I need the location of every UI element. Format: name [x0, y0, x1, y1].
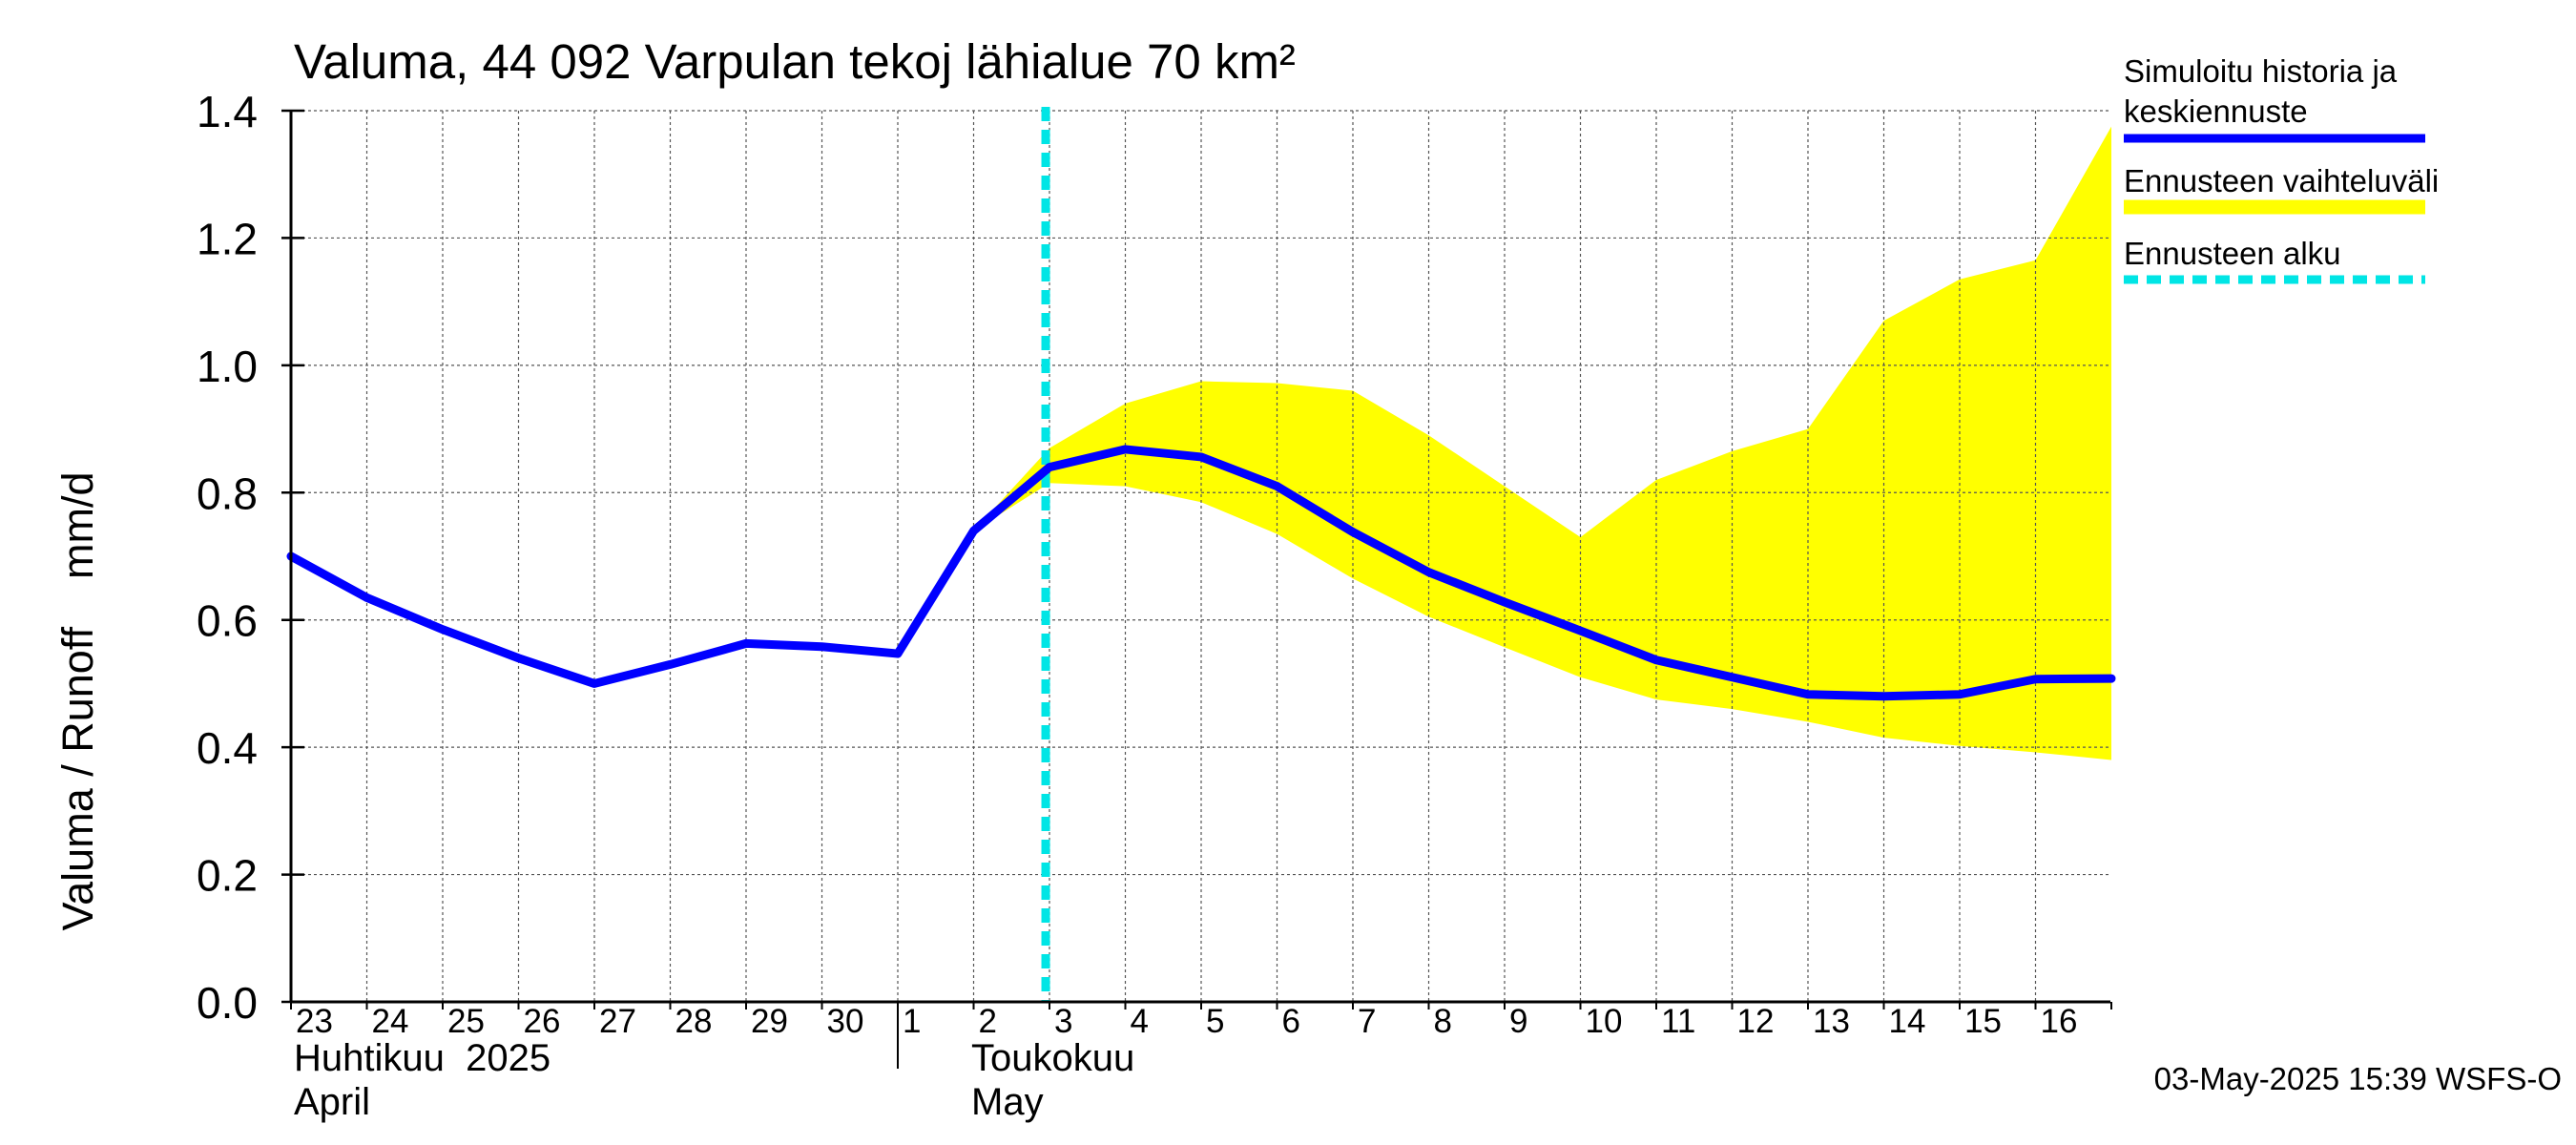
legend-range-label: Ennusteen vaihteluväli — [2124, 163, 2439, 198]
x-tick-label: 10 — [1586, 1003, 1623, 1040]
y-tick-label: 1.2 — [197, 214, 258, 263]
x-tick-label: 28 — [675, 1003, 713, 1040]
x-tick-label: 26 — [524, 1003, 561, 1040]
legend-forecast-start-label: Ennusteen alku — [2124, 236, 2341, 271]
x-tick-label: 24 — [372, 1003, 409, 1040]
x-tick-label: 2 — [979, 1003, 997, 1040]
month-label-may-line2: May — [971, 1081, 1044, 1123]
y-tick-label: 0.8 — [197, 468, 258, 518]
x-tick-label: 11 — [1661, 1003, 1695, 1040]
x-tick-label: 8 — [1434, 1003, 1452, 1040]
simulated-runoff-line — [286, 445, 2116, 701]
axes — [281, 109, 2112, 1069]
x-tick-label: 30 — [827, 1003, 864, 1040]
x-tick-label: 6 — [1282, 1003, 1300, 1040]
y-tick-label: 0.2 — [197, 851, 258, 901]
legend-simulated-line1: Simuloitu historia ja — [2124, 53, 2398, 89]
x-tick-label: 5 — [1206, 1003, 1224, 1040]
forecast-range-band — [973, 126, 2111, 760]
x-tick-label: 3 — [1054, 1003, 1072, 1040]
footer-timestamp: 03-May-2025 15:39 WSFS-O — [2154, 1061, 2562, 1096]
x-tick-label: 7 — [1358, 1003, 1376, 1040]
x-tick-label: 12 — [1737, 1003, 1775, 1040]
legend-simulated-line2: keskiennuste — [2124, 94, 2308, 129]
x-tick-labels: 23 24 25 26 27 28 29 30 1 2 3 4 5 6 7 8 9 10 11 12 13 14 15 16 — [296, 1003, 2077, 1040]
x-tick-label: 9 — [1509, 1003, 1527, 1040]
legend: Simuloitu historia ja keskiennuste Ennus… — [2124, 53, 2439, 284]
x-tick-label: 16 — [2041, 1003, 2078, 1040]
y-tick-label: 1.4 — [197, 87, 258, 136]
month-label-april-line2: April — [294, 1081, 370, 1123]
x-tick-label: 15 — [1964, 1003, 2002, 1040]
x-tick-label: 13 — [1813, 1003, 1850, 1040]
y-tick-label: 1.0 — [197, 342, 258, 391]
month-label-may-line1: Toukokuu — [971, 1037, 1134, 1079]
forecast-range-area — [973, 126, 2111, 760]
x-tick-label: 29 — [751, 1003, 788, 1040]
x-tick-label: 4 — [1131, 1003, 1149, 1040]
runoff-series — [286, 445, 2116, 701]
x-tick-label: 23 — [296, 1003, 333, 1040]
y-tick-labels: 0.0 0.2 0.4 0.6 0.8 1.0 1.2 1.4 — [197, 87, 258, 1028]
y-tick-label: 0.4 — [197, 723, 258, 773]
x-tick-label: 1 — [903, 1003, 921, 1040]
month-label-april-line1: Huhtikuu 2025 — [294, 1037, 551, 1079]
x-tick-label: 27 — [599, 1003, 636, 1040]
chart-title: Valuma, 44 092 Varpulan tekoj lähialue 7… — [294, 34, 1296, 89]
y-tick-label: 0.6 — [197, 596, 258, 646]
x-tick-label: 25 — [447, 1003, 485, 1040]
legend-simulated-label: Simuloitu historia ja keskiennuste — [2124, 53, 2405, 129]
y-axis-label: Valuma / Runoff mm/d — [53, 471, 102, 930]
x-tick-label: 14 — [1889, 1003, 1926, 1040]
y-tick-label: 0.0 — [197, 978, 258, 1028]
